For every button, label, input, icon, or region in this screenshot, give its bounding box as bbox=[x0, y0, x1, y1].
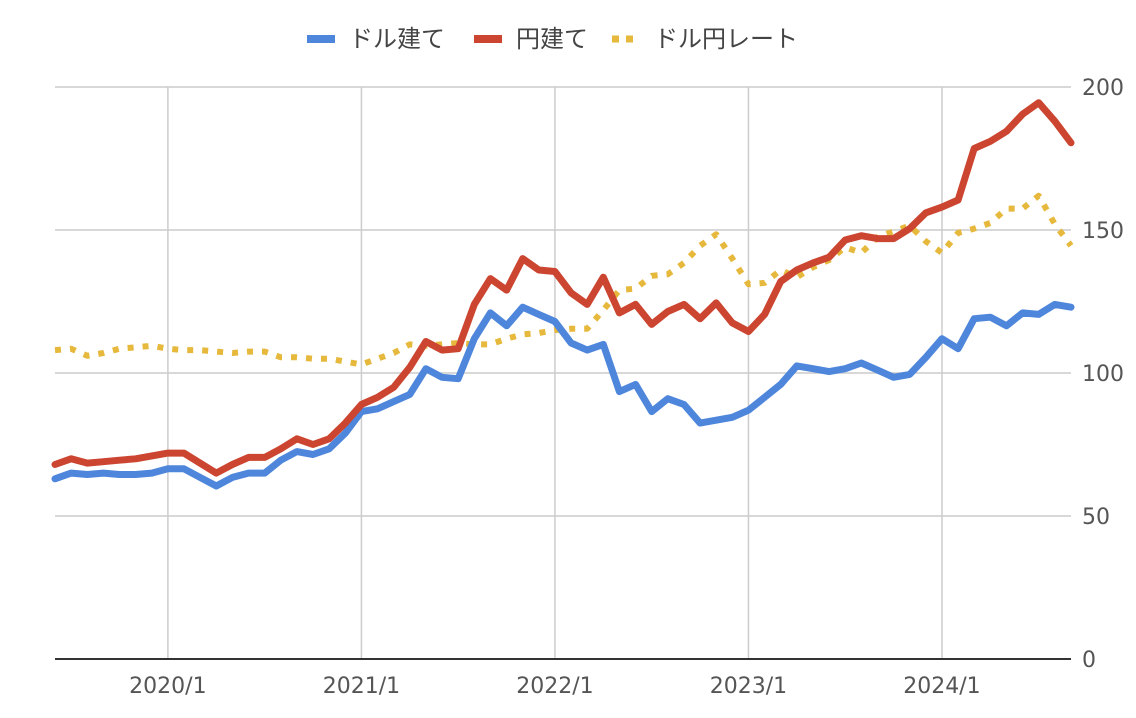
horizontal-gridlines bbox=[55, 86, 1071, 517]
series-line-0 bbox=[51, 300, 1075, 490]
x-tick-label-2: 2022/1 bbox=[516, 674, 593, 699]
legend-item-0: ドル建て bbox=[307, 25, 445, 53]
legend-label-2: ドル円レート bbox=[654, 25, 798, 53]
legend-label-0: ドル建て bbox=[349, 25, 445, 53]
series-layer bbox=[51, 99, 1075, 490]
legend-item-1: 円建て bbox=[474, 25, 588, 53]
y-tick-label-100: 100 bbox=[1082, 362, 1124, 387]
y-tick-label-150: 150 bbox=[1082, 219, 1124, 244]
series-line-2 bbox=[54, 192, 1074, 368]
x-tick-label-3: 2023/1 bbox=[710, 674, 787, 699]
series-line-1 bbox=[51, 99, 1075, 477]
y-tick-label-200: 200 bbox=[1082, 76, 1124, 101]
y-tick-label-0: 0 bbox=[1082, 648, 1096, 673]
x-axis-ticks: 2020/1 2021/1 2022/1 2023/1 2024/1 bbox=[129, 674, 981, 699]
y-tick-label-50: 50 bbox=[1082, 505, 1110, 530]
y-axis-ticks: 0 50 100 150 200 bbox=[1082, 76, 1124, 673]
legend-label-1: 円建て bbox=[516, 25, 588, 53]
x-tick-label-1: 2021/1 bbox=[323, 674, 400, 699]
x-tick-label-0: 2020/1 bbox=[129, 674, 206, 699]
legend-item-2: ドル円レート bbox=[612, 25, 798, 53]
legend: ドル建て 円建て ドル円レート bbox=[307, 25, 798, 53]
x-tick-label-4: 2024/1 bbox=[903, 674, 980, 699]
